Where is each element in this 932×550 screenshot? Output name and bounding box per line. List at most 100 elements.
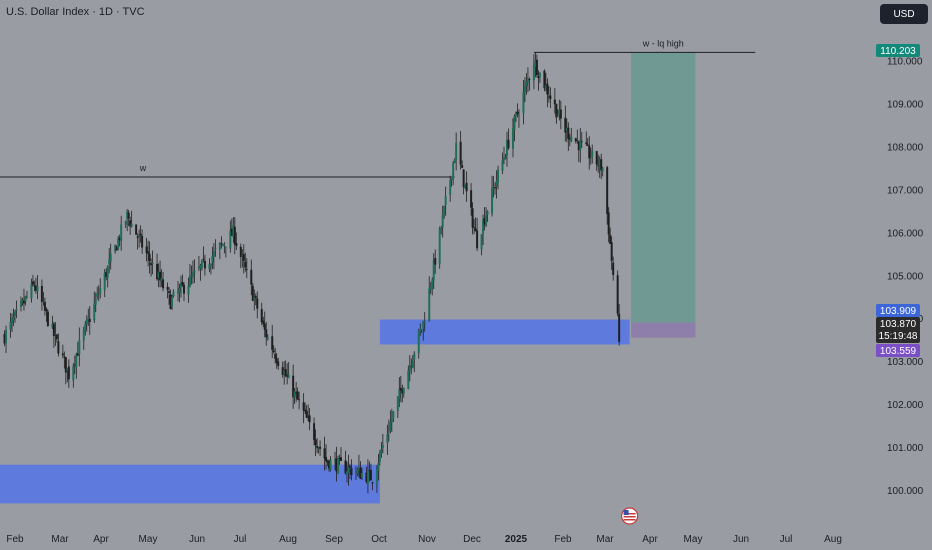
candle-body [190,275,193,277]
candle-body [316,446,319,448]
candle-body [87,318,90,321]
candle-body [251,285,254,301]
candle-body [61,353,64,356]
candle-body [209,264,212,267]
candle-body [211,256,214,263]
candle-body [350,468,353,475]
candle-body [325,456,328,461]
candle-body [565,127,568,132]
candle-body [293,391,296,398]
candle-body [262,320,265,324]
candle-body [22,300,25,304]
x-tick-label: Jun [189,534,205,545]
candle-body [443,205,446,215]
candle-body [535,59,538,76]
candle-body [348,465,351,468]
candle-body [486,211,489,215]
candle-body [465,182,468,192]
candle-body [526,78,529,83]
candle-body [36,286,39,291]
profit-zone[interactable] [631,52,696,323]
candle-body [574,138,577,142]
x-tick-label: Mar [596,534,614,545]
candle-body [570,136,573,142]
candle-body [14,311,16,317]
candle-body [84,323,87,331]
candle-body [72,365,75,381]
candle-body [85,319,88,324]
candle-body [555,104,558,118]
candle-body [277,361,280,366]
candle-body [160,278,163,282]
candle-body [126,210,129,220]
candle-body [450,178,453,181]
candle-body [40,286,43,302]
candle-body [182,284,185,294]
w-level-label: w [139,163,147,173]
candle-body [64,357,67,373]
candle-body [256,298,259,309]
candle-body [386,434,389,443]
candle-body [124,221,127,225]
candle-body [360,473,363,478]
candle-body [455,142,458,160]
candle-body [585,142,588,144]
candle-body [452,163,455,179]
y-tick-label: 107.000 [887,185,924,196]
candle-body [253,297,256,300]
candle-body [335,458,338,472]
candle-body [254,296,257,298]
candle-body [525,81,528,86]
stop-zone[interactable] [631,322,696,338]
candle-body [200,260,203,268]
candle-body [51,323,54,328]
candle-body [338,458,341,459]
candle-body [538,72,541,78]
candle-body [408,365,411,371]
x-tick-label: 2025 [505,534,528,545]
candle-body [139,233,142,236]
price-tag [876,344,920,357]
demand-zone-mid [379,319,630,345]
candle-body [188,275,191,287]
demand-zone-low [0,464,380,504]
candle-body [88,318,91,323]
candle-body [260,309,263,322]
candle-body [507,139,510,149]
candle-body [522,91,525,114]
candle-body [57,341,60,354]
currency-button[interactable]: USD [880,4,928,24]
candle-body [543,70,546,89]
candle-body [274,354,277,359]
candle-body [398,389,401,399]
candle-body [181,282,184,286]
candle-body [556,115,559,117]
candle-body [286,374,289,377]
price-tag [876,44,920,57]
candle-body [589,157,592,159]
candle-body [114,244,117,252]
candle-body [135,224,138,235]
candle-body [612,262,615,275]
candle-body [580,141,583,143]
x-tick-label: Nov [418,534,436,545]
candle-body [491,187,494,214]
candle-body [357,467,360,471]
candle-body [399,387,402,391]
candle-body [444,196,447,205]
candle-body [25,296,28,298]
candle-body [390,418,393,423]
candle-body [532,65,535,81]
price-tag-value: 103.559 [880,346,917,357]
candle-body [473,227,476,229]
candle-body [598,159,601,168]
candle-body [417,330,420,354]
candle-body [369,469,372,481]
candle-body [345,471,348,474]
candle-body [287,374,290,378]
candle-body [401,389,404,394]
price-tag [876,317,920,343]
candle-body [250,269,253,285]
